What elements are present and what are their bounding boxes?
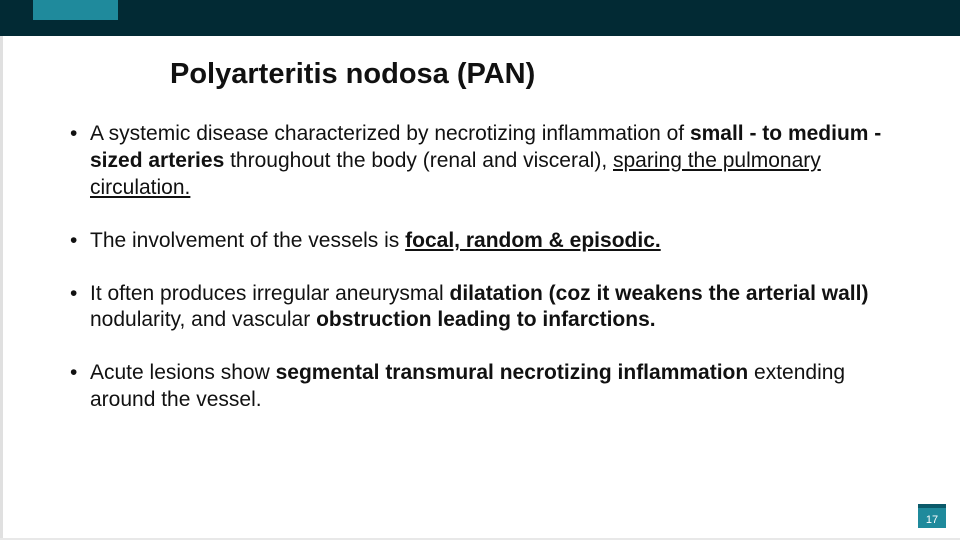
bullet-2: The involvement of the vessels is focal,… [70,228,900,255]
text: A systemic disease characterized by necr… [90,122,690,145]
text: It often produces irregular aneurysmal [90,282,450,305]
bold-text: segmental transmural necrotizing inflamm… [276,361,749,384]
text: nodularity, and vascular [90,308,316,331]
text: throughout the body (renal and visceral)… [230,149,613,172]
slide: Polyarteritis nodosa (PAN) A systemic di… [0,0,960,540]
top-dark-band [0,0,960,36]
content-area: Polyarteritis nodosa (PAN) A systemic di… [60,36,900,440]
text: Acute lesions show [90,361,276,384]
bullet-4: Acute lesions show segmental transmural … [70,360,900,414]
bullet-list: A systemic disease characterized by necr… [60,121,900,414]
bold-text: dilatation (coz it weakens the arterial … [450,282,869,305]
text: The involvement of the vessels is [90,229,405,252]
left-hairline [0,0,3,540]
accent-block [33,0,118,20]
bullet-3: It often produces irregular aneurysmal d… [70,281,900,335]
bold-text: obstruction leading to infarctions. [316,308,656,331]
bold-underline-text: focal, random & episodic. [405,229,661,252]
bullet-1: A systemic disease characterized by necr… [70,121,900,202]
slide-title: Polyarteritis nodosa (PAN) [170,58,900,91]
page-number-badge: 17 [918,504,946,528]
